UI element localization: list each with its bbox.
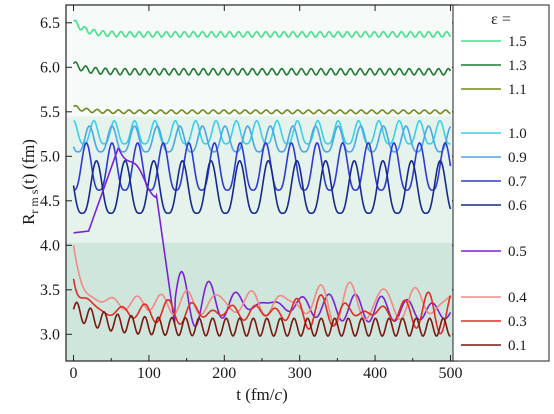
series-line-1.0 bbox=[73, 119, 451, 145]
x-tick-label: 0 bbox=[70, 365, 78, 382]
x-tick-label: 100 bbox=[137, 365, 161, 382]
x-axis-label: t (fm/c) bbox=[236, 385, 287, 404]
series-line-1.1 bbox=[73, 104, 451, 115]
y-tick-label: 5.0 bbox=[40, 148, 60, 165]
x-tick-label: 500 bbox=[438, 365, 462, 382]
legend-label-0.9: 0.9 bbox=[508, 150, 527, 166]
series-layer bbox=[72, 19, 452, 337]
series-line-0.7 bbox=[73, 141, 452, 191]
x-tick-label: 400 bbox=[363, 365, 387, 382]
legend-frame bbox=[452, 4, 550, 362]
series-line-1.3 bbox=[72, 61, 452, 76]
legend-label-0.4: 0.4 bbox=[508, 290, 527, 306]
y-tick-label: 6.0 bbox=[40, 59, 60, 76]
x-tick-label: 200 bbox=[212, 365, 236, 382]
y-tick-label: 5.5 bbox=[40, 104, 60, 121]
series-line-0.3 bbox=[72, 278, 452, 335]
legend-label-1.0: 1.0 bbox=[508, 126, 527, 142]
background-band-2 bbox=[66, 5, 458, 117]
legend: ε = 1.5 1.3 1.1 1.0 0.9 0.7 0.6 0.5 0.4 0.3 0.1 bbox=[452, 4, 550, 362]
legend-label-0.5: 0.5 bbox=[508, 244, 527, 260]
series-line-0.9 bbox=[72, 125, 452, 153]
y-tick-label: 4.5 bbox=[40, 193, 60, 210]
series-line-0.4 bbox=[72, 245, 451, 327]
legend-label-0.3: 0.3 bbox=[508, 314, 527, 330]
legend-label-1.5: 1.5 bbox=[508, 34, 527, 50]
y-tick-label: 6.5 bbox=[40, 15, 60, 32]
legend-label-0.7: 0.7 bbox=[508, 174, 527, 190]
y-tick-label: 3.5 bbox=[40, 282, 60, 299]
y-tick-label: 4.0 bbox=[40, 237, 60, 254]
axis-ticks bbox=[66, 5, 458, 361]
legend-label-1.1: 1.1 bbox=[508, 82, 527, 98]
series-line-0.1 bbox=[72, 301, 451, 337]
y-axis-label: Rr m s(t) (fm) bbox=[19, 139, 41, 225]
series-line-1.5 bbox=[73, 19, 452, 38]
series-line-0.5 bbox=[73, 147, 452, 328]
legend-title: ε = bbox=[491, 11, 511, 28]
tick-labels: 0 100 200 300 400 500 3.0 3.5 4.0 4.5 5.0 5.5 6.0 6.5 bbox=[40, 15, 462, 382]
legend-label-0.6: 0.6 bbox=[508, 198, 527, 214]
background-band-0 bbox=[66, 242, 458, 361]
y-tick-label: 3.0 bbox=[40, 326, 60, 343]
x-tick-label: 300 bbox=[288, 365, 312, 382]
legend-label-1.3: 1.3 bbox=[508, 58, 527, 74]
legend-label-0.1: 0.1 bbox=[508, 338, 527, 354]
series-line-0.6 bbox=[72, 159, 452, 215]
